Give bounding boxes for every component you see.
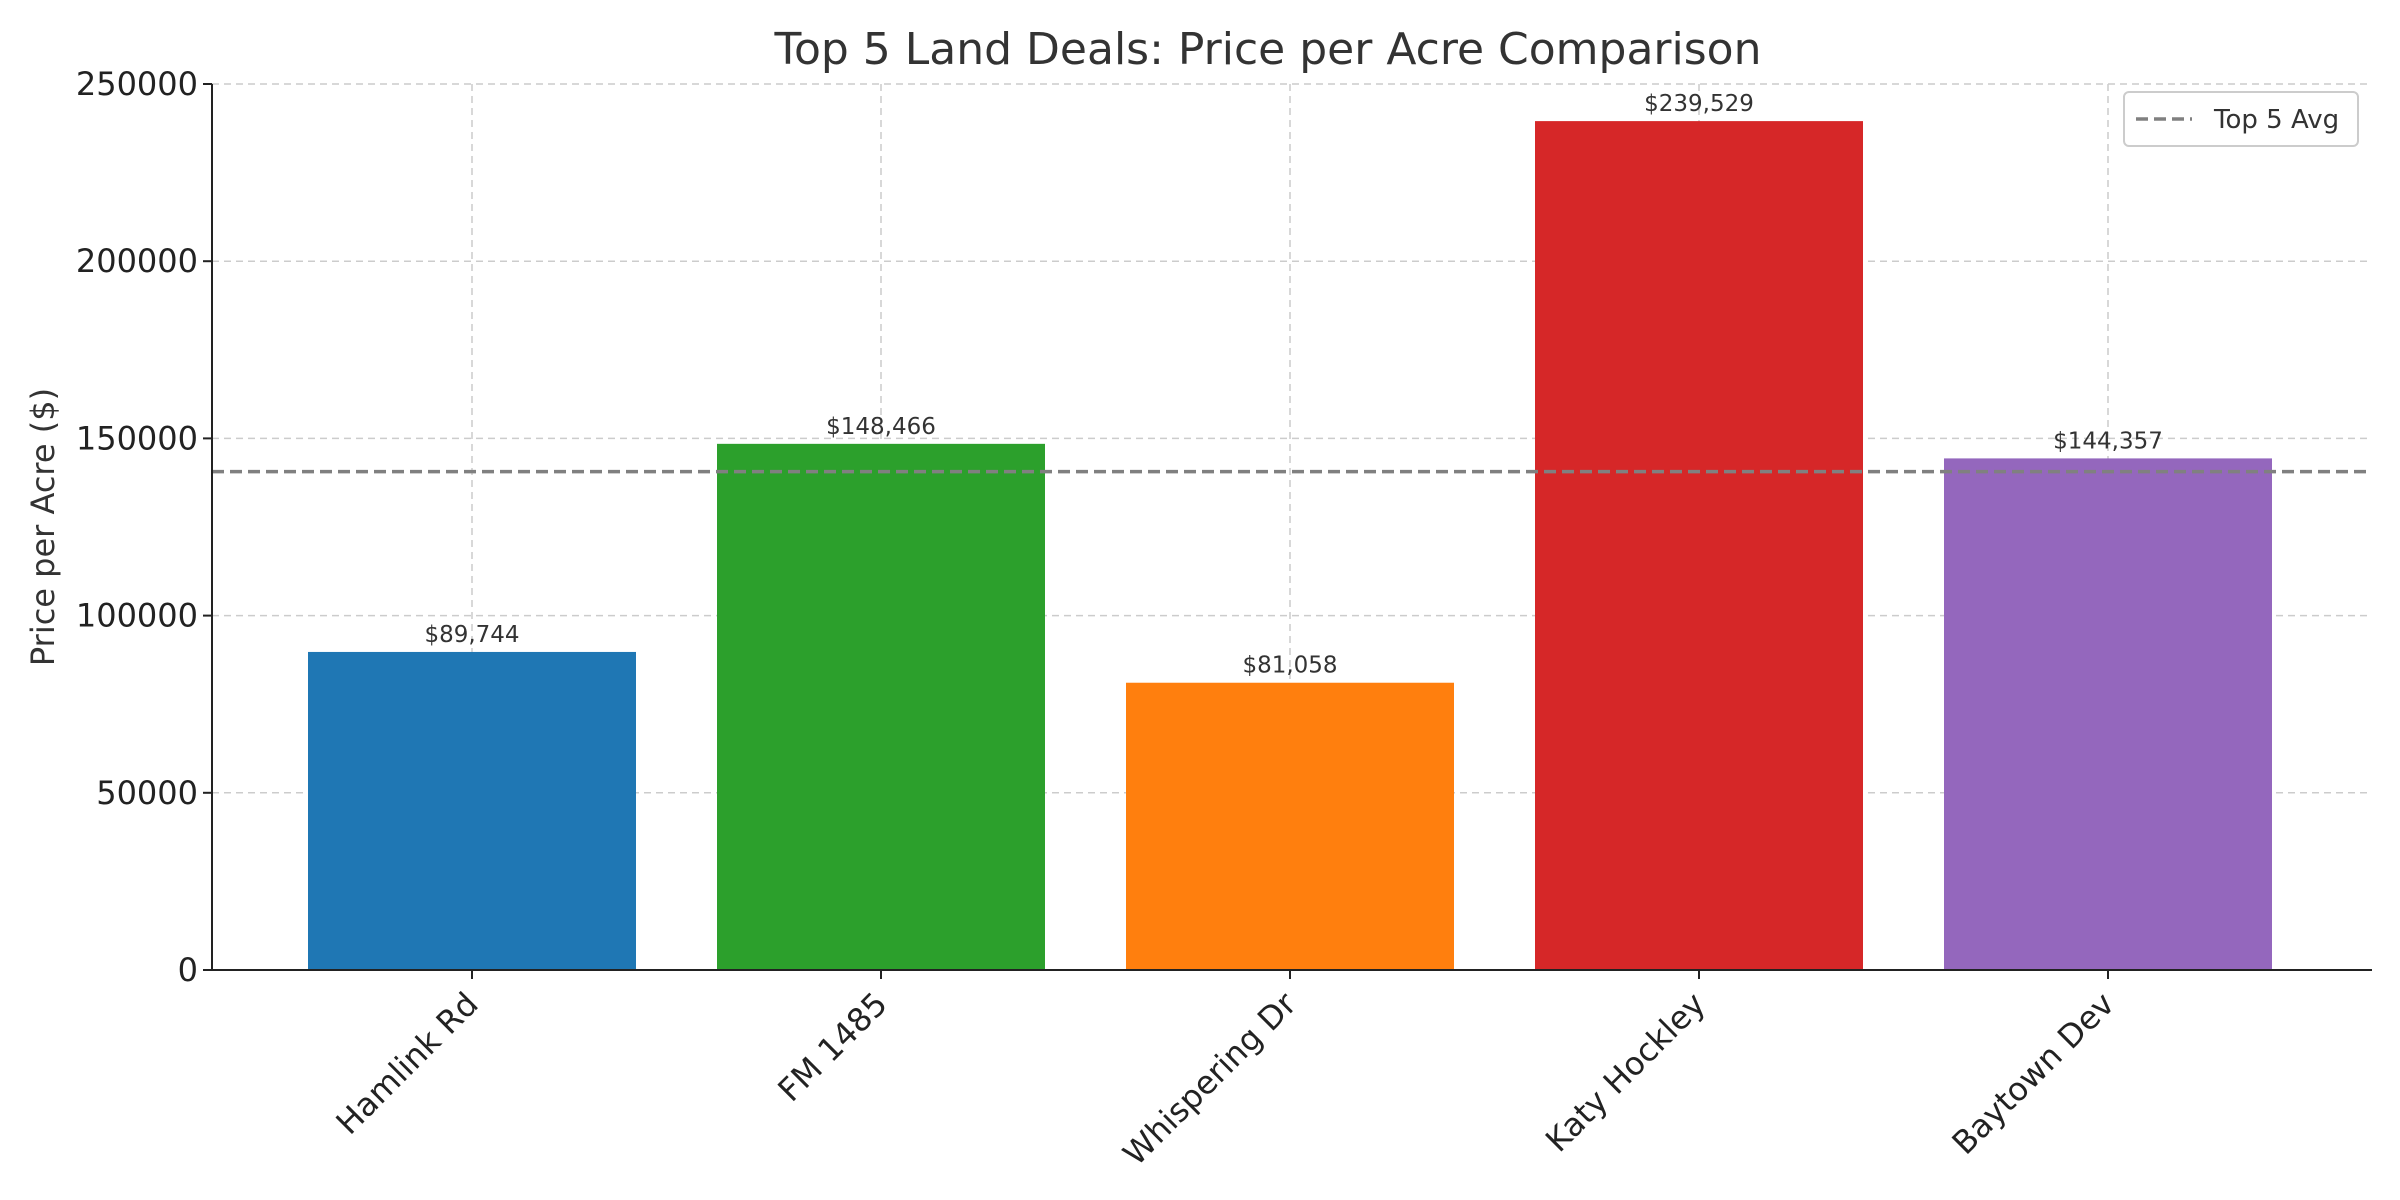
legend: Top 5 Avg (2123, 91, 2359, 147)
legend-box (2123, 91, 2359, 147)
y-tick-label: 50000 (96, 774, 198, 812)
y-tick-label: 200000 (76, 242, 198, 280)
legend-entry-top-5-avg: Top 5 Avg (2213, 105, 2339, 135)
x-tick-label-katy-hockley: Katy Hockley (1538, 985, 1713, 1160)
x-tick-label-baytown-dev: Baytown Dev (1945, 985, 2122, 1162)
data-label-hamlink-rd: $89,744 (424, 622, 519, 648)
y-tick-label: 150000 (76, 419, 198, 457)
data-label-fm-1485: $148,466 (826, 414, 936, 440)
bar-katy-hockley (1535, 121, 1863, 970)
x-tick-label-hamlink-rd: Hamlink Rd (329, 985, 486, 1142)
y-tick-label: 250000 (76, 65, 198, 103)
x-tick-label-whispering-dr: Whispering Dr (1116, 984, 1305, 1173)
bar-whispering-dr (1126, 682, 1454, 970)
y-tick-label: 0 (178, 951, 198, 989)
chart-title: Top 5 Land Deals: Price per Acre Compari… (774, 24, 1762, 75)
bar-fm-1485 (717, 443, 1045, 970)
bar-hamlink-rd (308, 651, 636, 970)
data-label-baytown-dev: $144,357 (2053, 428, 2163, 454)
bar-baytown-dev (1944, 458, 2272, 970)
x-tick-label-fm-1485: FM 1485 (770, 985, 894, 1109)
y-tick-label: 100000 (76, 597, 198, 635)
axes (203, 83, 2372, 979)
data-label-katy-hockley: $239,529 (1644, 91, 1754, 117)
y-axis-label: Price per Acre ($) (24, 388, 62, 666)
data-labels: $89,744 $148,466 $81,058 $239,529 $144,357 (424, 91, 2162, 679)
bars (308, 121, 2272, 970)
data-label-whispering-dr: $81,058 (1242, 653, 1337, 679)
